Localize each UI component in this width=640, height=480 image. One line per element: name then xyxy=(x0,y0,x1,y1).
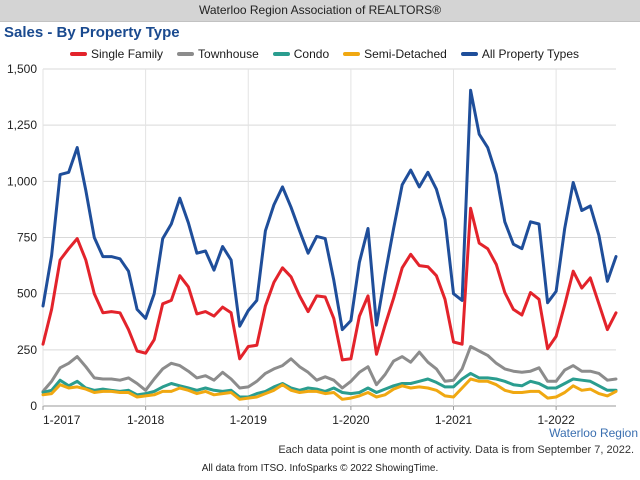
x-tick-label: 1-2018 xyxy=(127,413,165,427)
x-tick-label: 1-2017 xyxy=(43,413,81,427)
report-header-title: Waterloo Region Association of REALTORS® xyxy=(198,3,442,17)
legend-label: Semi-Detached xyxy=(364,47,447,61)
legend-item-townhouse: Townhouse xyxy=(177,47,259,61)
legend-swatch xyxy=(70,52,87,56)
x-tick-label: 1-2021 xyxy=(435,413,473,427)
series-line-single-family xyxy=(41,206,618,362)
x-tick-label: 1-2020 xyxy=(332,413,370,427)
x-tick-label: 1-2022 xyxy=(537,413,575,427)
legend-item-condo: Condo xyxy=(272,47,330,61)
y-tick-label: 1,500 xyxy=(7,62,37,76)
x-tick-label: 1-2019 xyxy=(230,413,268,427)
series-line-semi-detached xyxy=(41,377,618,401)
series-line-all-property-types xyxy=(41,88,618,332)
legend-item-semi-detached: Semi-Detached xyxy=(343,47,447,61)
chart-title: Sales - By Property Type xyxy=(4,24,180,41)
legend-swatch xyxy=(272,52,290,56)
data-credit: All data from ITSO. InfoSparks © 2022 Sh… xyxy=(201,463,439,474)
report-header: Waterloo Region Association of REALTORS® xyxy=(0,0,640,22)
legend-label: Townhouse xyxy=(198,47,259,61)
legend-swatch xyxy=(177,52,195,56)
y-tick-label: 1,000 xyxy=(7,174,37,188)
y-tick-label: 500 xyxy=(17,287,37,301)
y-tick-label: 250 xyxy=(17,343,37,357)
legend-item-all-property-types: All Property Types xyxy=(460,47,579,61)
chart-legend: Single Family Townhouse Condo Semi-Detached… xyxy=(70,45,593,63)
legend-swatch xyxy=(343,52,361,56)
region-label: Waterloo Region xyxy=(549,426,638,440)
legend-label: Single Family xyxy=(91,47,164,61)
legend-label: All Property Types xyxy=(481,47,579,61)
legend-item-single-family: Single Family xyxy=(70,47,163,61)
y-tick-label: 0 xyxy=(30,399,37,413)
series-line-townhouse xyxy=(41,345,618,393)
data-footnote: Each data point is one month of activity… xyxy=(278,444,634,456)
legend-label: Condo xyxy=(293,47,330,61)
legend-swatch xyxy=(460,52,478,56)
y-tick-label: 1,250 xyxy=(7,118,37,132)
series-line-condo xyxy=(41,371,618,399)
y-tick-label: 750 xyxy=(17,231,37,245)
